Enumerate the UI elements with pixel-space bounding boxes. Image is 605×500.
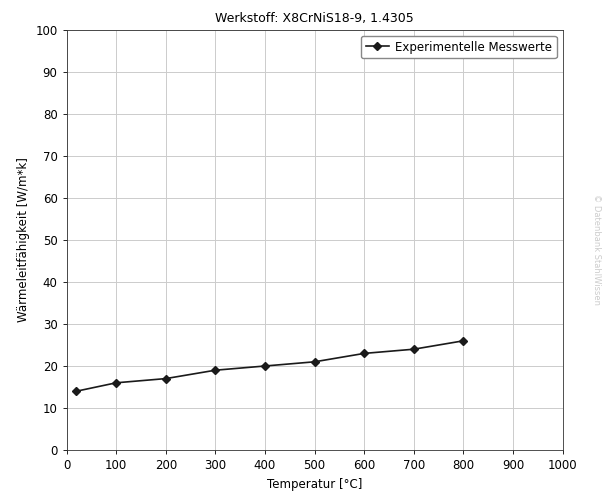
Title: Werkstoff: X8CrNiS18-9, 1.4305: Werkstoff: X8CrNiS18-9, 1.4305 [215, 12, 414, 24]
Experimentelle Messwerte [113, 380, 120, 386]
Experimentelle Messwerte [212, 367, 219, 373]
Experimentelle Messwerte [460, 338, 467, 344]
Experimentelle Messwerte [361, 350, 368, 356]
Experimentelle Messwerte [261, 363, 269, 369]
X-axis label: Temperatur [°C]: Temperatur [°C] [267, 478, 362, 490]
Experimentelle Messwerte [162, 376, 169, 382]
Y-axis label: Wärmeleitfähigkeit [W/m*k]: Wärmeleitfähigkeit [W/m*k] [17, 158, 30, 322]
Legend: Experimentelle Messwerte: Experimentelle Messwerte [361, 36, 557, 59]
Line: Experimentelle Messwerte: Experimentelle Messwerte [74, 338, 466, 394]
Text: © Datenbank StahlWissen: © Datenbank StahlWissen [592, 194, 601, 306]
Experimentelle Messwerte [410, 346, 417, 352]
Experimentelle Messwerte [311, 359, 318, 365]
Experimentelle Messwerte [73, 388, 80, 394]
